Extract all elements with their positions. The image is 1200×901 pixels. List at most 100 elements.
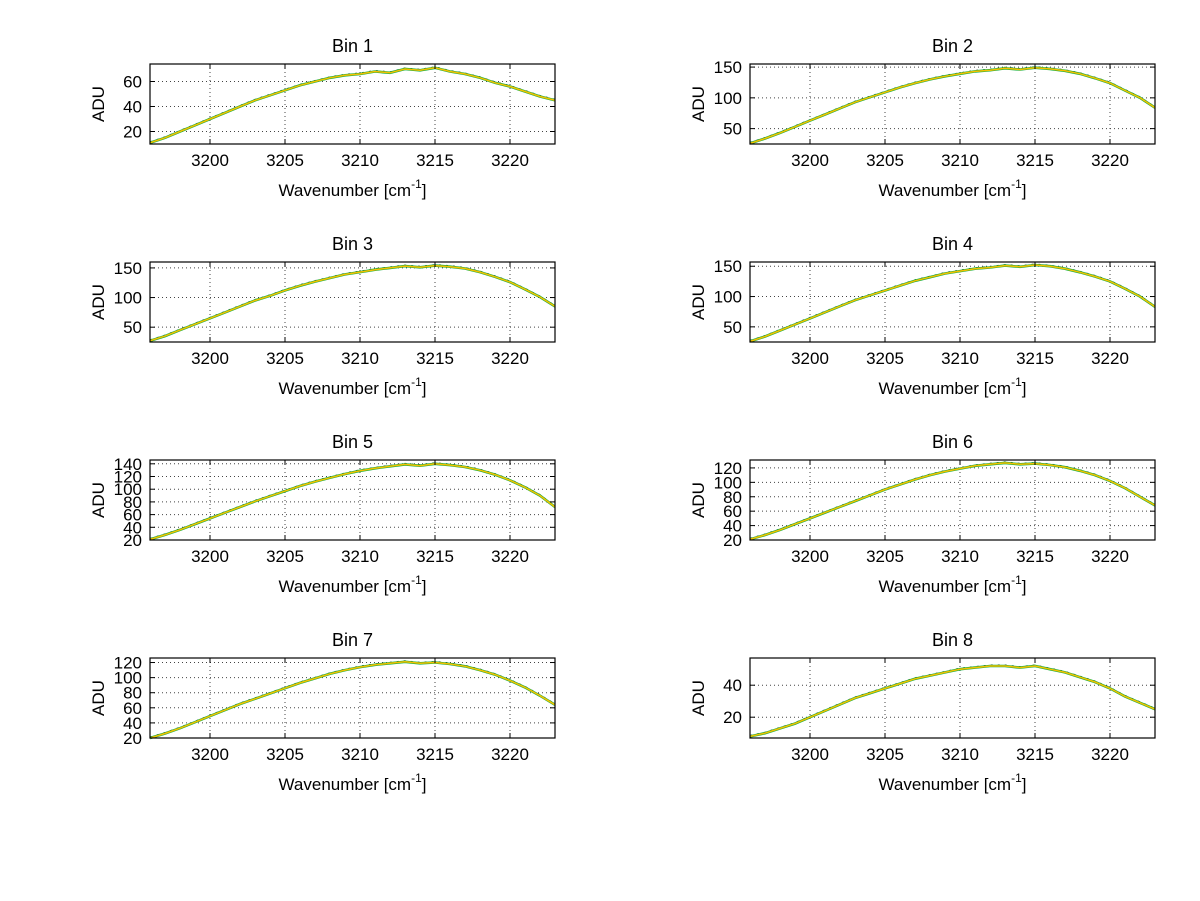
axes-box xyxy=(749,261,1156,343)
series-line-green xyxy=(750,664,1155,738)
series-line-green xyxy=(150,660,555,740)
x-tick-label: 3210 xyxy=(941,745,979,764)
x-tick-label: 3215 xyxy=(416,745,454,764)
x-axis-label: Wavenumber [cm-1] xyxy=(879,375,1027,398)
axes-box xyxy=(749,657,1156,739)
subplot-bin-5: 3200 3205 3210 3215 3220 20 40 60 80 100 120 140 Bin… xyxy=(0,424,600,622)
y-axis-label: ADU xyxy=(89,482,108,518)
x-tick-label: 3210 xyxy=(941,151,979,170)
y-tick-label: 150 xyxy=(714,58,742,77)
series-line-green xyxy=(750,66,1155,145)
plot-title: Bin 1 xyxy=(332,36,373,56)
series-line-yellow xyxy=(150,661,555,739)
y-tick-label: 140 xyxy=(114,455,142,474)
y-tick-label: 100 xyxy=(714,288,742,307)
axes-box xyxy=(149,261,556,343)
x-tick-label: 3215 xyxy=(416,547,454,566)
x-tick-label: 3210 xyxy=(341,349,379,368)
axes-box xyxy=(149,657,556,739)
y-tick-label: 50 xyxy=(723,120,742,139)
y-tick-label: 20 xyxy=(723,531,742,550)
x-axis-label: Wavenumber [cm-1] xyxy=(279,177,427,200)
y-tick-label: 60 xyxy=(123,73,142,92)
series-line-yellow xyxy=(750,462,1155,541)
y-axis-label: ADU xyxy=(689,284,708,320)
x-tick-label: 3200 xyxy=(191,151,229,170)
x-tick-label: 3205 xyxy=(866,349,904,368)
x-tick-label: 3205 xyxy=(866,151,904,170)
x-tick-label: 3220 xyxy=(1091,151,1129,170)
x-tick-label: 3215 xyxy=(416,151,454,170)
y-tick-label: 60 xyxy=(123,699,142,718)
x-tick-label: 3200 xyxy=(191,745,229,764)
x-tick-label: 3210 xyxy=(941,547,979,566)
x-tick-label: 3200 xyxy=(791,151,829,170)
y-tick-label: 100 xyxy=(714,89,742,108)
x-axis-label: Wavenumber [cm-1] xyxy=(279,573,427,596)
subplot-bin-4: 3200 3205 3210 3215 3220 50 100 150 Bin 4 ADU Wave… xyxy=(600,226,1200,424)
y-tick-label: 100 xyxy=(114,480,142,499)
subplot-bin-2: 3200 3205 3210 3215 3220 50 100 150 Bin 2 ADU Wave… xyxy=(600,28,1200,226)
x-axis-label: Wavenumber [cm-1] xyxy=(879,573,1027,596)
y-axis-label: ADU xyxy=(689,86,708,122)
x-tick-label: 3205 xyxy=(266,547,304,566)
x-tick-label: 3210 xyxy=(341,151,379,170)
x-axis-label: Wavenumber [cm-1] xyxy=(279,375,427,398)
plot-canvas-bin-4: 3200 3205 3210 3215 3220 50 100 150 Bin 4 ADU Wave… xyxy=(689,234,1156,398)
y-tick-label: 40 xyxy=(123,98,142,117)
x-tick-label: 3205 xyxy=(266,745,304,764)
x-tick-label: 3220 xyxy=(1091,547,1129,566)
y-axis-label: ADU xyxy=(689,680,708,716)
subplot-bin-3: 3200 3205 3210 3215 3220 50 100 150 Bin 3 ADU Wave… xyxy=(0,226,600,424)
x-tick-label: 3210 xyxy=(341,547,379,566)
series-line-black xyxy=(150,660,555,738)
y-tick-label: 20 xyxy=(123,123,142,142)
series-line-yellow xyxy=(750,264,1155,343)
series-line-black xyxy=(750,664,1155,736)
x-tick-label: 3200 xyxy=(791,547,829,566)
y-tick-label: 120 xyxy=(114,654,142,673)
y-tick-label: 40 xyxy=(123,518,142,537)
y-axis-label: ADU xyxy=(89,284,108,320)
x-tick-label: 3220 xyxy=(1091,745,1129,764)
x-tick-label: 3215 xyxy=(416,349,454,368)
x-tick-label: 3220 xyxy=(491,745,529,764)
x-axis-label: Wavenumber [cm-1] xyxy=(879,177,1027,200)
x-tick-label: 3210 xyxy=(941,349,979,368)
y-tick-label: 40 xyxy=(723,517,742,536)
plot-title: Bin 4 xyxy=(932,234,973,254)
x-tick-label: 3200 xyxy=(191,547,229,566)
y-tick-label: 60 xyxy=(723,502,742,521)
y-tick-label: 40 xyxy=(723,676,742,695)
y-tick-label: 150 xyxy=(114,259,142,278)
plot-title: Bin 2 xyxy=(932,36,973,56)
x-tick-label: 3200 xyxy=(791,349,829,368)
plot-title: Bin 5 xyxy=(332,432,373,452)
series-line-yellow xyxy=(150,264,555,342)
x-tick-label: 3220 xyxy=(491,349,529,368)
subplot-bin-8: 3200 3205 3210 3215 3220 20 40 Bin 8 ADU Wavenumb… xyxy=(600,622,1200,820)
axes-box xyxy=(749,459,1156,541)
y-tick-label: 100 xyxy=(114,669,142,688)
axes-box xyxy=(749,63,1156,145)
x-tick-label: 3200 xyxy=(191,349,229,368)
y-axis-label: ADU xyxy=(689,482,708,518)
x-tick-label: 3200 xyxy=(791,745,829,764)
y-tick-label: 150 xyxy=(714,257,742,276)
y-tick-label: 20 xyxy=(723,708,742,727)
series-line-black xyxy=(750,461,1155,539)
plot-title: Bin 3 xyxy=(332,234,373,254)
series-line-yellow xyxy=(750,665,1155,738)
y-tick-label: 80 xyxy=(723,488,742,507)
series-line-black xyxy=(150,66,555,143)
x-axis-label: Wavenumber [cm-1] xyxy=(279,771,427,794)
y-tick-label: 100 xyxy=(714,473,742,492)
series-line-yellow xyxy=(150,67,555,144)
x-tick-label: 3205 xyxy=(266,151,304,170)
x-tick-label: 3205 xyxy=(866,547,904,566)
y-tick-label: 80 xyxy=(123,684,142,703)
